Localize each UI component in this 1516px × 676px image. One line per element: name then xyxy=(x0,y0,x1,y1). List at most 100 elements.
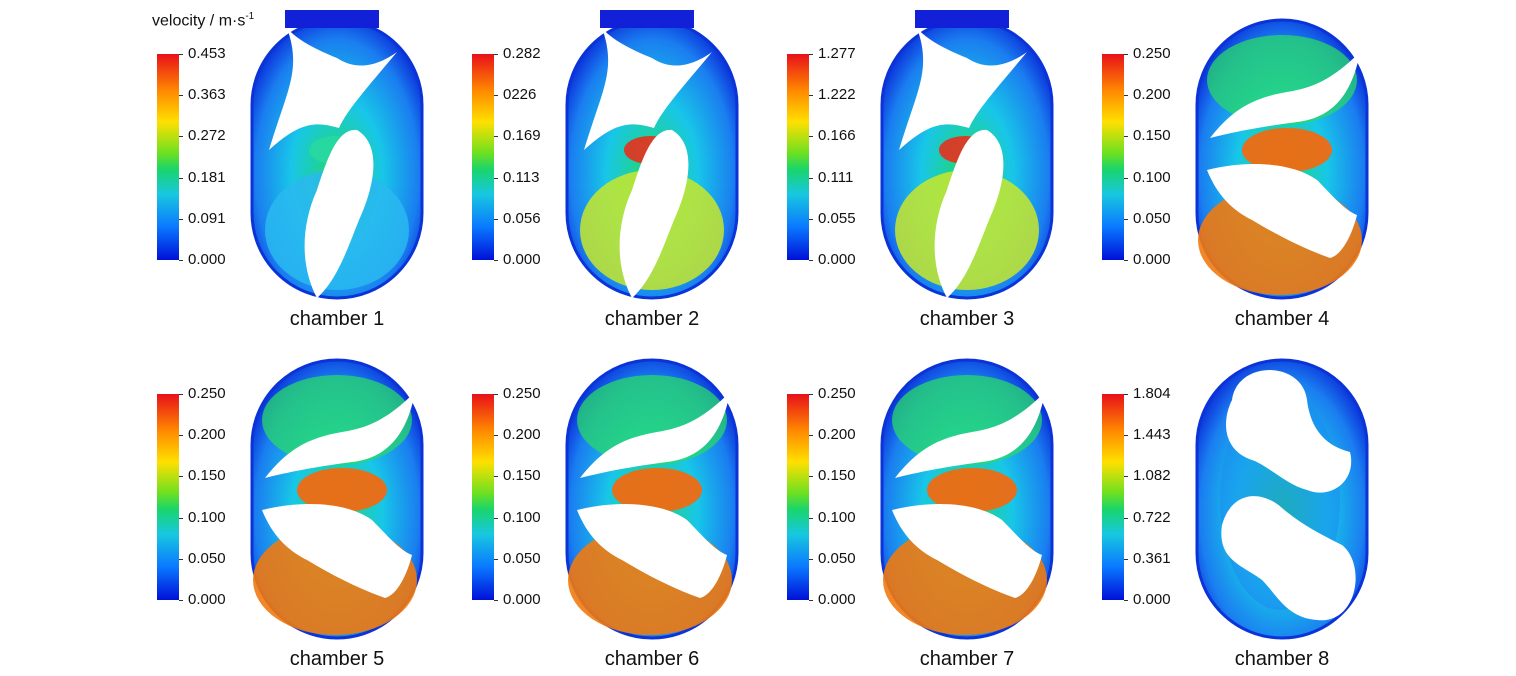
velocity-contour xyxy=(565,10,739,300)
velocity-contour xyxy=(1195,358,1369,640)
oval-rotor xyxy=(619,129,689,298)
inlet-port xyxy=(285,10,379,28)
colorbar-tick-label: 0.000 xyxy=(503,591,541,608)
colorbar-tick-label: 0.169 xyxy=(503,127,541,145)
colorbar-tick-mark xyxy=(809,600,813,601)
star-rotor xyxy=(899,28,1027,150)
colorbar-tick-mark xyxy=(494,54,498,55)
colorbar-tick-label: 0.111 xyxy=(818,168,854,186)
colorbar-tick-label: 0.091 xyxy=(188,209,226,227)
chamber-caption: chamber 1 xyxy=(289,308,385,330)
oval-rotor xyxy=(934,129,1004,298)
velocity-hotspot xyxy=(297,468,387,512)
velocity-hotspot xyxy=(612,468,702,512)
colorbar-tick-mark xyxy=(809,394,813,395)
colorbar-tick-mark xyxy=(494,177,498,179)
chamber-caption: chamber 4 xyxy=(1234,308,1330,330)
colorbar-tick-mark xyxy=(809,260,813,261)
colorbar-tick-mark xyxy=(1124,476,1128,478)
colorbar-tick-mark xyxy=(1124,136,1128,138)
chamber-panel: 0.453 0.363 0.272 0.181 0.091 0.000 chamber 1 xyxy=(150,10,510,330)
colorbar-tick-mark xyxy=(494,260,498,261)
colorbar-tick-mark xyxy=(179,517,183,519)
colorbar-tick-label: 1.804 xyxy=(1133,385,1171,402)
colorbar-tick-mark xyxy=(809,517,813,519)
colorbar-tick-label: 0.150 xyxy=(188,467,226,485)
colorbar xyxy=(472,54,494,260)
upper-rotor xyxy=(895,392,1045,478)
velocity-contour xyxy=(1195,18,1369,300)
lower-rotor xyxy=(262,504,412,598)
colorbar-tick-mark xyxy=(179,95,183,97)
colorbar-tick-mark xyxy=(179,260,183,261)
velocity-hotspot xyxy=(927,468,1017,512)
colorbar xyxy=(787,394,809,600)
colorbar-tick-mark xyxy=(179,394,183,395)
colorbar-tick-label: 0.000 xyxy=(188,591,226,608)
colorbar-tick-mark xyxy=(1124,435,1128,437)
colorbar-tick-label: 0.100 xyxy=(188,508,226,526)
colorbar-tick-mark xyxy=(494,218,498,220)
colorbar-tick-mark xyxy=(179,600,183,601)
chamber-caption: chamber 7 xyxy=(919,648,1015,670)
colorbar-tick-mark xyxy=(494,95,498,97)
colorbar-tick-label: 0.272 xyxy=(188,127,226,145)
colorbar-tick-mark xyxy=(1124,394,1128,395)
velocity-contour xyxy=(880,10,1054,300)
colorbar-tick-label: 0.000 xyxy=(818,251,856,268)
colorbar-tick-mark xyxy=(1124,260,1128,261)
colorbar-tick-label: 0.050 xyxy=(503,549,541,567)
colorbar-tick-mark xyxy=(179,435,183,437)
chamber-caption: chamber 5 xyxy=(289,648,385,670)
colorbar-tick-mark xyxy=(1124,558,1128,560)
colorbar-tick-mark xyxy=(494,394,498,395)
colorbar-tick-label: 0.055 xyxy=(818,209,856,227)
colorbar-tick-label: 0.150 xyxy=(818,467,856,485)
colorbar-tick-mark xyxy=(809,54,813,55)
colorbar-tick-label: 0.181 xyxy=(188,168,226,186)
inlet-port xyxy=(600,10,694,28)
lower-rotor xyxy=(577,504,727,598)
colorbar-tick-mark xyxy=(494,136,498,138)
colorbar-tick-label: 0.200 xyxy=(818,426,856,444)
colorbar-tick-label: 0.722 xyxy=(1133,508,1171,526)
colorbar-tick-mark xyxy=(179,136,183,138)
colorbar-tick-mark xyxy=(494,476,498,478)
colorbar xyxy=(1102,394,1124,600)
chamber-caption: chamber 3 xyxy=(919,308,1015,330)
star-rotor xyxy=(269,28,397,150)
colorbar-tick-label: 1.443 xyxy=(1133,426,1171,444)
colorbar-tick-mark xyxy=(1124,600,1128,601)
colorbar-tick-label: 0.166 xyxy=(818,127,856,145)
upper-rotor xyxy=(1210,52,1360,138)
chamber-panel: 1.804 1.443 1.082 0.722 0.361 0.000 chamber 8 xyxy=(1095,350,1455,670)
colorbar xyxy=(472,394,494,600)
chamber-panel: 1.277 1.222 0.166 0.111 0.055 0.000 chamber 3 xyxy=(780,10,1140,330)
colorbar-tick-mark xyxy=(179,476,183,478)
colorbar-tick-label: 0.100 xyxy=(818,508,856,526)
colorbar-tick-mark xyxy=(179,558,183,560)
colorbar-tick-mark xyxy=(179,54,183,55)
colorbar xyxy=(157,54,179,260)
colorbar-tick-mark xyxy=(809,476,813,478)
colorbar-tick-label: 0.050 xyxy=(1133,209,1171,227)
star-rotor xyxy=(584,28,712,150)
chamber-panel: 0.250 0.200 0.150 0.100 0.050 0.000 chamber 5 xyxy=(150,350,510,670)
colorbar-tick-mark xyxy=(494,600,498,601)
colorbar-tick-label: 1.082 xyxy=(1133,467,1171,485)
colorbar-tick-label: 0.050 xyxy=(188,549,226,567)
colorbar-tick-mark xyxy=(179,218,183,220)
colorbar-tick-label: 0226 xyxy=(503,86,537,104)
velocity-contour xyxy=(250,358,424,640)
colorbar-tick-mark xyxy=(1124,95,1128,97)
colorbar-tick-label: 0.250 xyxy=(503,385,541,402)
chamber-panel: 0.282 0226 0.169 0.113 0.056 0.000 chamber 2 xyxy=(465,10,825,330)
colorbar-tick-mark xyxy=(809,136,813,138)
colorbar-tick-label: 0.200 xyxy=(1133,86,1171,104)
colorbar-tick-label: 0.000 xyxy=(188,251,226,268)
colorbar-tick-mark xyxy=(494,517,498,519)
colorbar-tick-mark xyxy=(494,435,498,437)
colorbar xyxy=(157,394,179,600)
colorbar-tick-mark xyxy=(1124,517,1128,519)
